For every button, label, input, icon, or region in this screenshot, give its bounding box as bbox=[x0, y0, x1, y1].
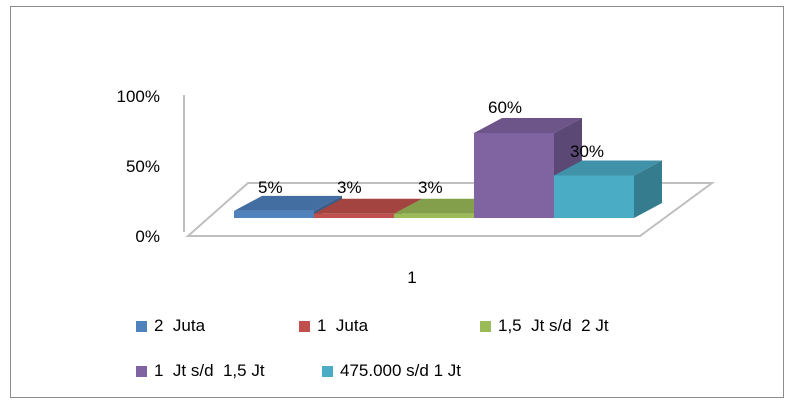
data-label: 60% bbox=[488, 98, 522, 117]
bar-side bbox=[634, 160, 662, 218]
y-tick-label: 100% bbox=[117, 87, 160, 106]
bar-top bbox=[234, 195, 342, 211]
bar-front bbox=[474, 133, 554, 218]
bar-front bbox=[394, 213, 474, 218]
y-tick-label: 0% bbox=[135, 227, 160, 246]
bar-top bbox=[554, 160, 662, 176]
x-tick-label: 1 bbox=[407, 268, 416, 287]
bar-front bbox=[314, 213, 394, 218]
bar bbox=[554, 160, 662, 218]
data-label: 3% bbox=[418, 178, 443, 197]
bar-front bbox=[234, 210, 314, 218]
bar-top bbox=[314, 198, 422, 214]
bar-top bbox=[474, 118, 582, 133]
y-tick-label: 50% bbox=[126, 157, 160, 176]
bar-front bbox=[554, 175, 634, 218]
data-label: 5% bbox=[258, 178, 283, 197]
data-label: 3% bbox=[337, 178, 362, 197]
data-label: 30% bbox=[570, 142, 604, 161]
